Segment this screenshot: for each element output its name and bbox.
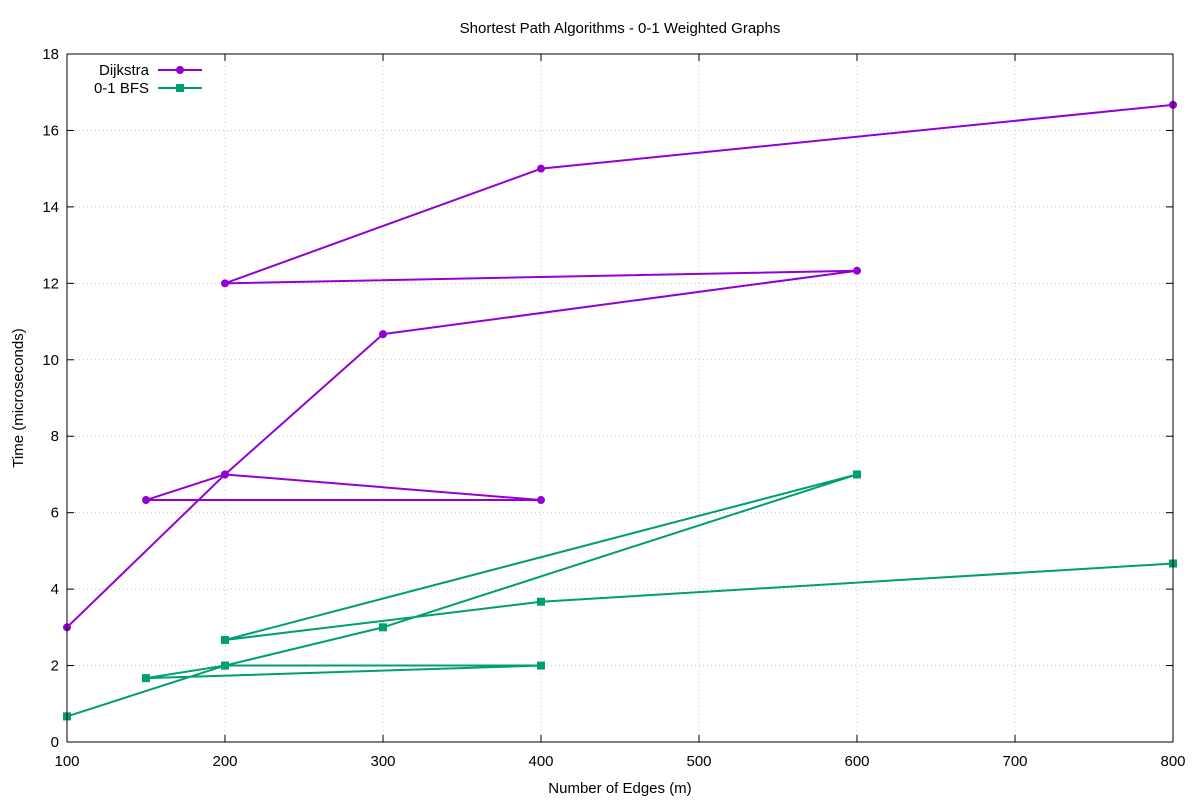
legend-marker-0-1-bfs bbox=[176, 84, 184, 92]
x-tick-label: 400 bbox=[528, 753, 553, 770]
data-point-0-1-bfs bbox=[853, 470, 861, 479]
data-point-0-1-bfs bbox=[221, 661, 229, 670]
data-point-0-1-bfs bbox=[221, 635, 229, 644]
x-tick-label: 200 bbox=[212, 753, 237, 770]
x-tick-label: 500 bbox=[686, 753, 711, 770]
y-axis-label: Time (microseconds) bbox=[10, 328, 27, 467]
series-line-dijkstra bbox=[66, 103, 1174, 629]
y-tick-label: 18 bbox=[42, 46, 59, 63]
data-point-dijkstra bbox=[142, 496, 150, 505]
data-point-dijkstra bbox=[221, 279, 229, 288]
x-tick-label: 100 bbox=[54, 753, 79, 770]
legend-label-dijkstra: Dijkstra bbox=[99, 62, 150, 79]
chart-title: Shortest Path Algorithms - 0-1 Weighted … bbox=[460, 20, 781, 37]
y-tick-label: 8 bbox=[51, 428, 59, 445]
data-point-dijkstra bbox=[537, 496, 545, 505]
x-tick-label: 300 bbox=[370, 753, 395, 770]
data-point-0-1-bfs bbox=[379, 623, 387, 632]
x-tick-label: 700 bbox=[1002, 753, 1027, 770]
x-tick-label: 600 bbox=[844, 753, 869, 770]
series-dijkstra bbox=[63, 100, 1177, 632]
y-tick-label: 4 bbox=[51, 581, 59, 598]
x-tick-label: 800 bbox=[1160, 753, 1185, 770]
data-point-0-1-bfs bbox=[142, 674, 150, 683]
x-axis-label: Number of Edges (m) bbox=[548, 780, 691, 797]
data-point-dijkstra bbox=[379, 330, 387, 339]
y-tick-label: 10 bbox=[42, 352, 59, 369]
y-tick-label: 6 bbox=[51, 505, 59, 522]
y-tick-label: 16 bbox=[42, 122, 59, 139]
data-point-dijkstra bbox=[853, 266, 861, 275]
y-tick-label: 12 bbox=[42, 275, 59, 292]
series-line-0-1-bfs bbox=[66, 473, 1174, 718]
data-point-dijkstra bbox=[537, 164, 545, 173]
ticks: 100 200 300 400 500 600 700 800 0 2 4 6 8 10 12 14 16 18 bbox=[42, 46, 1185, 770]
data-point-0-1-bfs bbox=[537, 597, 545, 606]
series-layer bbox=[63, 100, 1177, 721]
y-tick-label: 2 bbox=[51, 658, 59, 675]
data-point-0-1-bfs bbox=[537, 661, 545, 670]
legend-label-0-1-bfs: 0-1 BFS bbox=[94, 80, 149, 97]
y-tick-label: 14 bbox=[42, 199, 59, 216]
data-point-dijkstra bbox=[221, 470, 229, 479]
legend-marker-dijkstra bbox=[176, 66, 184, 74]
series-0-1-bfs bbox=[63, 470, 1177, 721]
y-tick-label: 0 bbox=[51, 734, 59, 751]
plot-frame bbox=[66, 53, 1174, 743]
